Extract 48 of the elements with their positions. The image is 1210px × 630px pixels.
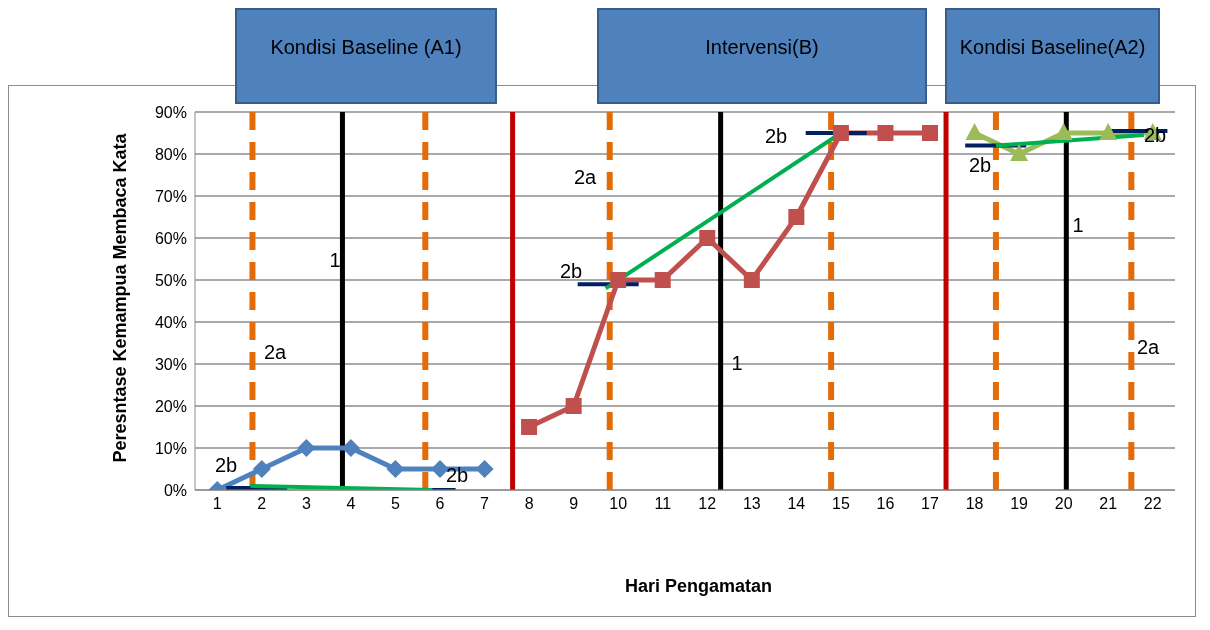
x-tick-label: 22 <box>1143 495 1162 513</box>
annotation: 2a <box>573 166 597 188</box>
x-tick-label: 21 <box>1099 495 1118 513</box>
text: Kondisi Baseline (A1) <box>270 36 462 58</box>
y-tick-label: 10% <box>154 439 187 457</box>
x-tick-label: 19 <box>1010 495 1029 513</box>
x-tick-label: 13 <box>742 495 761 513</box>
y-tick-label: 90% <box>154 103 187 121</box>
x-tick-label: 12 <box>698 495 717 513</box>
x-tick-label: 7 <box>480 495 490 513</box>
annotation: 2b <box>214 454 238 476</box>
y-tick-label: 60% <box>154 229 187 247</box>
x-tick-label: 11 <box>654 495 672 513</box>
x-tick-label: 5 <box>391 495 400 513</box>
annotation: 2a <box>263 341 287 363</box>
text: Intervensi(B) <box>705 36 819 58</box>
y-tick-label: 40% <box>154 313 187 331</box>
annotation: 2b <box>559 260 583 282</box>
y-axis-title: Peresntase Kemampua Membaca Kata <box>109 133 131 463</box>
text: Kondisi Baseline(A2) <box>959 36 1146 58</box>
x-tick-label: 2 <box>257 495 267 513</box>
x-tick-label: 8 <box>524 495 534 513</box>
annotation: 1 <box>329 249 341 271</box>
annotation: 2a <box>1136 336 1160 358</box>
annotation: 2b <box>764 125 788 147</box>
y-tick-label: 30% <box>154 355 187 373</box>
x-tick-label: 20 <box>1054 495 1073 513</box>
annotation: 2b <box>445 464 469 486</box>
x-tick-label: 3 <box>301 495 311 513</box>
x-tick-label: 15 <box>832 495 850 513</box>
x-tick-label: 10 <box>609 495 628 513</box>
y-tick-label: 50% <box>154 271 187 289</box>
x-tick-label: 17 <box>921 495 939 513</box>
x-tick-label: 16 <box>876 495 895 513</box>
y-tick-label: 80% <box>154 145 187 163</box>
y-tick-label: 20% <box>154 397 187 415</box>
x-tick-label: 4 <box>346 495 356 513</box>
annotation: 1 <box>731 352 743 374</box>
y-tick-label: 0% <box>163 481 187 499</box>
annotation: 1 <box>1072 214 1084 236</box>
x-axis-title: Hari Pengamatan <box>624 576 773 596</box>
x-tick-label: 14 <box>787 495 806 513</box>
x-tick-label: 18 <box>965 495 984 513</box>
x-tick-label: 6 <box>435 495 445 513</box>
y-tick-label: 70% <box>154 187 187 205</box>
annotation: 2b <box>968 154 992 176</box>
x-tick-label: 1 <box>212 495 222 513</box>
x-tick-label: 9 <box>569 495 579 513</box>
